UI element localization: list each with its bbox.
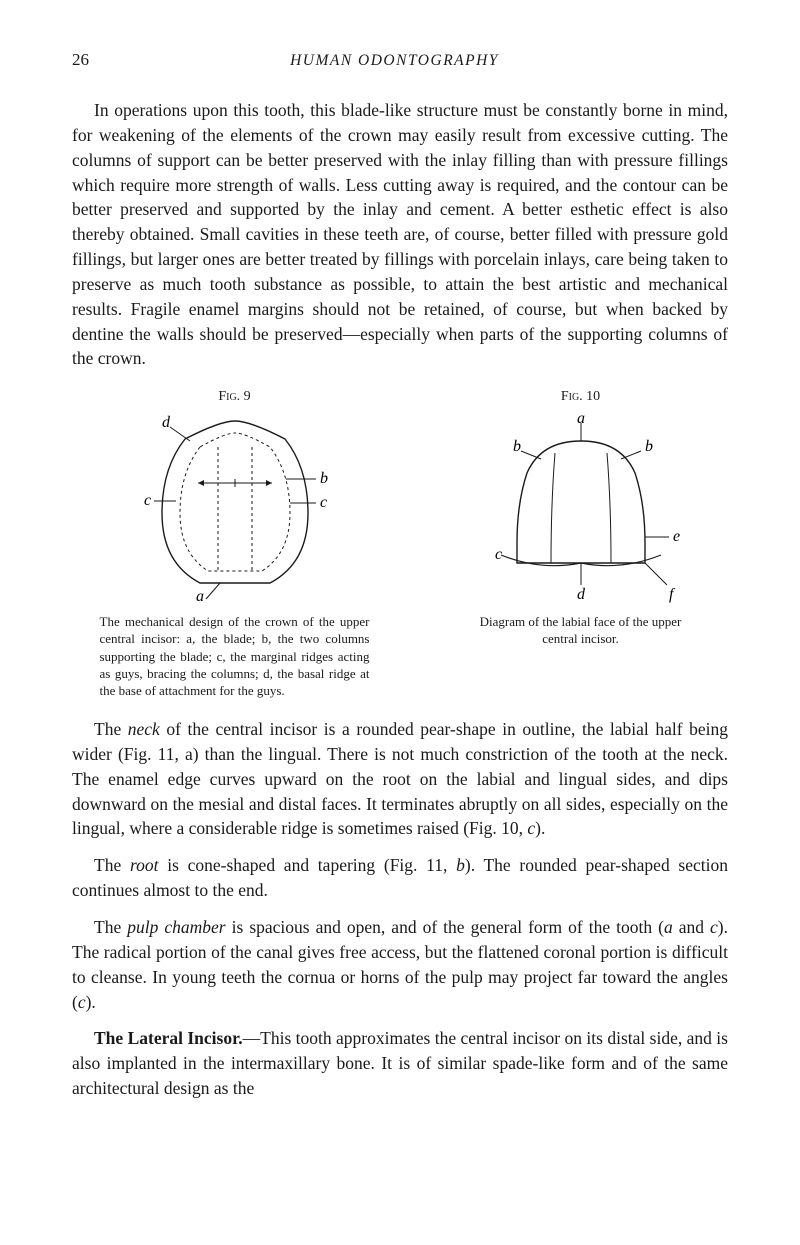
fig10-label: Fig. 10 [561,389,600,405]
fig10-caption: Diagram of the labial face of the upper … [461,613,701,647]
svg-text:a: a [577,413,585,427]
svg-text:c: c [144,492,151,509]
svg-text:a: a [196,588,204,603]
svg-text:e: e [673,528,680,545]
figure-9: Fig. 9 [100,389,370,699]
paragraph-3: The root is cone-shaped and tapering (Fi… [72,853,728,903]
figures-row: Fig. 9 [72,389,728,699]
svg-text:b: b [645,438,653,455]
page-number: 26 [72,50,89,70]
paragraph-4: The pulp chamber is spacious and open, a… [72,915,728,1014]
paragraph-5: The Lateral Incisor.—This tooth approxim… [72,1026,728,1101]
fig9-diagram: d b c c a [140,413,330,603]
svg-text:b: b [320,470,328,487]
figure-10: Fig. 10 a [461,389,701,647]
lateral-incisor-heading: The Lateral Incisor. [94,1028,243,1048]
fig10-diagram: a b b e c d f [481,413,681,603]
svg-text:c: c [320,494,327,511]
fig9-caption: The mechanical design of the crown of th… [100,613,370,699]
svg-text:d: d [162,414,171,431]
svg-text:f: f [669,586,676,603]
running-head: HUMAN ODONTOGRAPHY [89,52,700,70]
svg-text:d: d [577,586,586,603]
paragraph-1: In operations upon this tooth, this blad… [72,98,728,371]
paragraph-2: The neck of the central incisor is a rou… [72,717,728,841]
svg-text:b: b [513,438,521,455]
fig9-label: Fig. 9 [218,389,250,405]
svg-text:c: c [495,546,502,563]
